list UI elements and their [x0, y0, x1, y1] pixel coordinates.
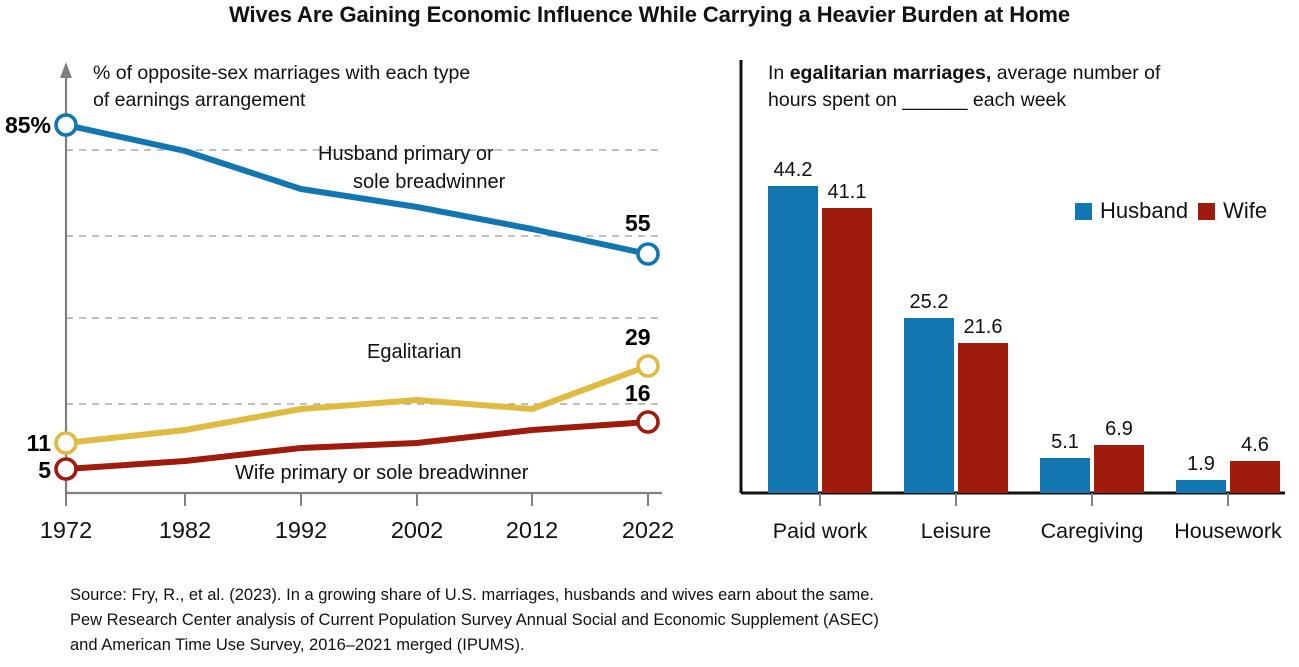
bar-wife-paid-work [822, 208, 872, 493]
series-line-husband [63, 122, 651, 257]
marker-egalitarian-2022 [636, 354, 660, 378]
right-subtitle-part1: In [768, 62, 790, 84]
bar-chart-legend: Husband Wife [1075, 198, 1267, 224]
xtick-label-1972: 1972 [40, 517, 92, 543]
marker-husband-2022 [636, 242, 660, 266]
marker-husband-1972 [54, 113, 78, 137]
source-line-1: Source: Fry, R., et al. (2023). In a gro… [70, 586, 875, 604]
series-line-wife [63, 419, 651, 472]
y-axis [60, 62, 72, 493]
legend-swatch-wife-icon [1198, 202, 1216, 220]
bar-value-wife-leisure: 21.6 [964, 316, 1003, 338]
right-bar-chart-panel: In egalitarian marriages, average number… [700, 48, 1299, 548]
line-chart-svg: 85% 11 5 55 29 16 Husband primary or sol… [5, 62, 674, 543]
left-chart-subtitle: % of opposite-sex marriages with each ty… [93, 60, 623, 114]
bar-wife-caregiving [1094, 445, 1144, 493]
bar-value-husband-housework: 1.9 [1187, 453, 1215, 475]
bar-value-wife-caregiving: 6.9 [1105, 418, 1133, 440]
left-subtitle-line2: of earnings arrangement [93, 89, 306, 111]
series-annotation-egalitarian: Egalitarian [367, 341, 462, 363]
marker-wife-1972 [54, 457, 78, 481]
source-line-2: Pew Research Center analysis of Current … [70, 611, 879, 629]
series-annotation-husband-line1: Husband primary or [318, 143, 494, 165]
bar-husband-paid-work [768, 186, 818, 493]
series-line-egalitarian [63, 363, 651, 446]
left-line-chart-panel: % of opposite-sex marriages with each ty… [0, 48, 700, 548]
value-label-egalitarian-start: 11 [27, 430, 52, 456]
bar-value-wife-housework: 4.6 [1241, 434, 1269, 456]
legend-label-husband: Husband [1100, 198, 1189, 223]
value-label-husband-end: 55 [625, 210, 651, 236]
right-subtitle-line2: hours spent on ______ each week [768, 89, 1067, 111]
category-label-leisure: Leisure [921, 519, 992, 543]
source-line-3: and American Time Use Survey, 2016–2021 … [70, 636, 525, 654]
category-label-housework: Housework [1174, 519, 1282, 543]
bar-wife-leisure [958, 343, 1008, 493]
right-subtitle-bold: egalitarian marriages, [789, 62, 992, 84]
bar-husband-caregiving [1040, 458, 1090, 493]
value-label-husband-start: 85% [5, 112, 51, 138]
legend-label-wife: Wife [1223, 198, 1268, 223]
xtick-label-1982: 1982 [159, 517, 211, 543]
series-annotation-husband-line2: sole breadwinner [353, 171, 506, 193]
bar-value-husband-paid-work: 44.2 [774, 159, 813, 181]
bar-chart-svg: 44.2 41.1 25.2 21.6 5.1 6.9 1.9 4.6 Paid… [739, 60, 1285, 543]
value-label-wife-end: 16 [625, 380, 651, 406]
xtick-label-2012: 2012 [506, 517, 558, 543]
xtick-label-2002: 2002 [391, 517, 443, 543]
legend-item-husband: Husband [1075, 198, 1188, 224]
bar-x-ticks [819, 493, 1229, 506]
marker-wife-2022 [636, 410, 660, 434]
right-subtitle-part2: average number of [991, 62, 1161, 84]
value-label-wife-start: 5 [38, 457, 51, 483]
bar-value-wife-paid-work: 41.1 [828, 181, 867, 203]
source-note: Source: Fry, R., et al. (2023). In a gro… [70, 583, 1210, 658]
left-subtitle-line1: % of opposite-sex marriages with each ty… [93, 62, 471, 84]
category-label-caregiving: Caregiving [1041, 519, 1144, 543]
y-axis-arrow-icon [60, 62, 72, 78]
bar-husband-housework [1176, 480, 1226, 493]
legend-swatch-husband-icon [1075, 202, 1092, 220]
xtick-label-1992: 1992 [275, 517, 327, 543]
bar-wife-housework [1230, 461, 1280, 493]
xtick-label-2022: 2022 [622, 517, 674, 543]
series-annotation-wife: Wife primary or sole breadwinner [235, 462, 529, 484]
page-title: Wives Are Gaining Economic Influence Whi… [228, 2, 1071, 27]
category-label-paid-work: Paid work [773, 519, 868, 543]
marker-egalitarian-1972 [54, 431, 78, 455]
bar-value-husband-leisure: 25.2 [910, 291, 949, 313]
bar-value-husband-caregiving: 5.1 [1051, 431, 1079, 453]
x-axis [65, 491, 662, 506]
legend-item-wife: Wife [1198, 198, 1267, 224]
value-label-egalitarian-end: 29 [625, 324, 651, 350]
right-chart-subtitle: In egalitarian marriages, average number… [768, 60, 1288, 114]
bar-husband-leisure [904, 318, 954, 493]
